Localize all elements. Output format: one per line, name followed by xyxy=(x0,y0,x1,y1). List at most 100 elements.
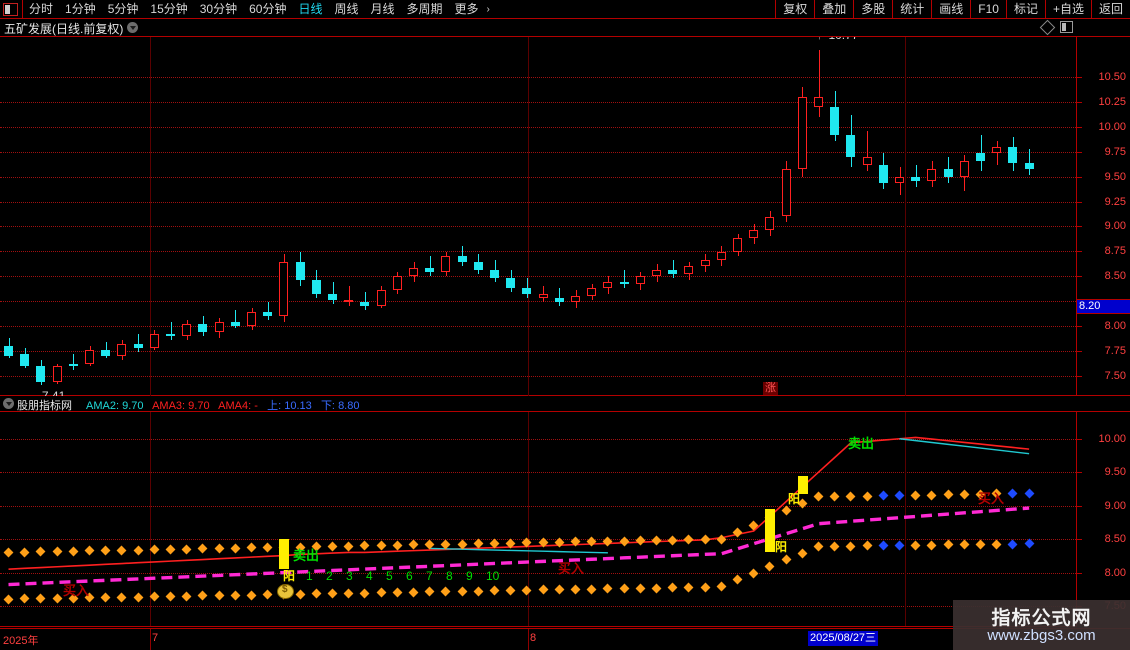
candle-body[interactable] xyxy=(133,344,143,349)
panel-toggle-icon[interactable] xyxy=(3,2,18,16)
signal-box[interactable] xyxy=(797,475,808,494)
candle-body[interactable] xyxy=(619,282,629,285)
candle-body[interactable] xyxy=(992,146,1002,153)
period-tab-8[interactable]: 月线 xyxy=(370,2,395,16)
action-button-5[interactable]: F10 xyxy=(970,0,1006,18)
action-button-1[interactable]: 叠加 xyxy=(814,0,853,18)
candle-body[interactable] xyxy=(522,288,532,295)
candle-body[interactable] xyxy=(230,322,240,327)
candle-body[interactable] xyxy=(652,270,661,277)
candle-body[interactable] xyxy=(830,106,840,135)
candle-body[interactable] xyxy=(360,302,370,307)
candle-body[interactable] xyxy=(846,134,856,157)
counter-4: 4 xyxy=(366,569,373,583)
candle-body[interactable] xyxy=(295,262,305,281)
candle-body[interactable] xyxy=(85,350,94,365)
period-tab-4[interactable]: 30分钟 xyxy=(199,2,238,16)
candle-body[interactable] xyxy=(263,312,273,317)
period-tab-5[interactable]: 60分钟 xyxy=(249,2,287,16)
action-button-2[interactable]: 多股 xyxy=(853,0,892,18)
candle-body[interactable] xyxy=(603,282,613,289)
signal-box[interactable] xyxy=(279,539,290,570)
candle-body[interactable] xyxy=(895,176,904,183)
candle-body[interactable] xyxy=(716,252,726,261)
candle-body[interactable] xyxy=(101,350,111,357)
period-tab-10[interactable]: 更多 xyxy=(454,2,479,16)
more-chevron-icon[interactable]: › xyxy=(486,3,490,15)
candle-body[interactable] xyxy=(587,288,597,297)
period-tab-3[interactable]: 15分钟 xyxy=(150,2,188,16)
candle-body[interactable] xyxy=(927,168,937,181)
action-button-0[interactable]: 复权 xyxy=(775,0,814,18)
candle-body[interactable] xyxy=(814,96,823,107)
candle-body[interactable] xyxy=(1008,146,1018,163)
candle-body[interactable] xyxy=(506,278,516,289)
candle-body[interactable] xyxy=(781,168,791,217)
indicator-panel[interactable]: 股朋指标网 AMA2: 9.70 AMA3: 9.70 AMA4: - 上: 1… xyxy=(0,396,1130,628)
candle-body[interactable] xyxy=(1024,162,1034,169)
action-button-8[interactable]: 返回 xyxy=(1090,0,1130,18)
period-tab-7[interactable]: 周线 xyxy=(334,2,359,16)
period-tab-6[interactable]: 日线 xyxy=(298,2,323,16)
action-button-3[interactable]: 统计 xyxy=(892,0,931,18)
signal-box[interactable] xyxy=(765,508,776,553)
candle-body[interactable] xyxy=(797,96,807,169)
candle-body[interactable] xyxy=(182,324,192,337)
main-chart-panel[interactable]: ↑~10.77 ←7.41 涨 10.50 10.25 10.00 9.75 9.50 9.2… xyxy=(0,36,1130,396)
indicator-logo-icon[interactable] xyxy=(3,398,14,409)
candle-body[interactable] xyxy=(376,290,386,307)
candle-body[interactable] xyxy=(490,270,499,279)
candle-body[interactable] xyxy=(20,354,30,367)
candle-body[interactable] xyxy=(765,216,775,231)
candle-body[interactable] xyxy=(328,294,337,301)
candle-body[interactable] xyxy=(36,366,46,383)
candle-body[interactable] xyxy=(311,280,321,295)
split-window-icon[interactable] xyxy=(1060,21,1073,33)
indicator-plot[interactable]: 卖出 卖出 买入 买入 买入阳阳阳 1 2 3 4 5 6 7 8 9 10 $ xyxy=(0,412,1076,627)
candle-body[interactable] xyxy=(733,238,742,253)
chevron-down-icon[interactable] xyxy=(127,22,138,33)
candle-body[interactable] xyxy=(700,260,710,267)
counter-6: 6 xyxy=(406,569,413,583)
candle-body[interactable] xyxy=(943,168,953,177)
candle-body[interactable] xyxy=(214,322,224,333)
action-button-7[interactable]: +自选 xyxy=(1044,0,1091,18)
candle-body[interactable] xyxy=(571,296,580,303)
candle-body[interactable] xyxy=(4,346,13,357)
candle-body[interactable] xyxy=(554,298,564,303)
candle-body[interactable] xyxy=(279,262,289,317)
candle-body[interactable] xyxy=(68,364,78,367)
candle-body[interactable] xyxy=(52,366,62,383)
candle-body[interactable] xyxy=(392,276,402,291)
period-tab-9[interactable]: 多周期 xyxy=(406,2,443,16)
candle-body[interactable] xyxy=(117,344,127,357)
candle-body[interactable] xyxy=(441,256,451,273)
price-axis-label: 8.75 xyxy=(1104,245,1126,258)
candle-body[interactable] xyxy=(409,268,418,277)
candle-body[interactable] xyxy=(149,334,159,349)
candle-body[interactable] xyxy=(668,270,678,275)
counter-10: 10 xyxy=(486,569,500,583)
candle-body[interactable] xyxy=(166,334,175,337)
candle-body[interactable] xyxy=(457,256,467,263)
candle-body[interactable] xyxy=(862,156,872,165)
candle-body[interactable] xyxy=(959,160,969,177)
candlestick-plot[interactable]: ↑~10.77 ←7.41 涨 xyxy=(0,37,1076,396)
candle-body[interactable] xyxy=(538,294,548,299)
candle-body[interactable] xyxy=(976,152,985,161)
candle-body[interactable] xyxy=(635,276,645,285)
candle-body[interactable] xyxy=(684,266,694,275)
candle-body[interactable] xyxy=(247,312,256,327)
candle-body[interactable] xyxy=(198,324,208,333)
candle-body[interactable] xyxy=(749,230,759,239)
period-tab-0[interactable]: 分时 xyxy=(29,2,54,16)
candle-body[interactable] xyxy=(425,268,435,273)
candle-body[interactable] xyxy=(911,176,921,181)
candle-body[interactable] xyxy=(344,300,354,303)
candle-body[interactable] xyxy=(878,164,888,183)
action-button-6[interactable]: 标记 xyxy=(1005,0,1045,18)
candle-body[interactable] xyxy=(473,262,483,271)
period-tab-1[interactable]: 1分钟 xyxy=(65,2,96,16)
period-tab-2[interactable]: 5分钟 xyxy=(107,2,139,16)
action-button-4[interactable]: 画线 xyxy=(931,0,970,18)
